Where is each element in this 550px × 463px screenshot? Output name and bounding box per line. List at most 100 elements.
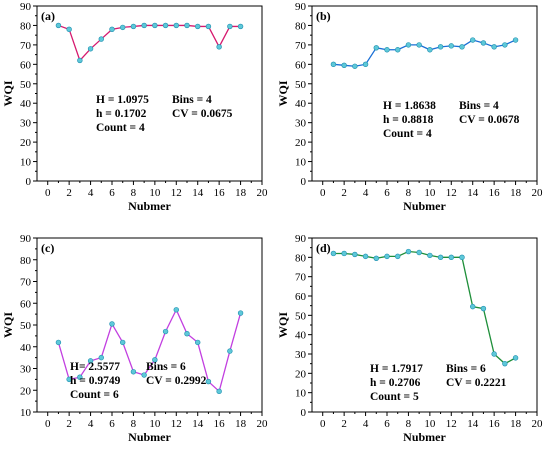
data-point	[437, 44, 444, 50]
x-tick-label: 2	[66, 418, 72, 430]
data-point	[384, 47, 390, 53]
x-tick-label: 18	[510, 187, 522, 199]
data-point	[470, 37, 476, 43]
x-tick-label: 10	[424, 187, 436, 199]
data-point	[195, 23, 201, 30]
data-point	[227, 348, 233, 354]
data-point	[184, 330, 190, 337]
data-point	[162, 328, 169, 335]
y-tick-label: 80	[295, 20, 307, 32]
y-tick-label: 0	[301, 176, 307, 188]
y-tick-label: 30	[20, 118, 32, 130]
x-tick-label: 20	[532, 418, 544, 430]
x-tick-label: 2	[66, 187, 72, 199]
y-tick-label: 80	[20, 20, 32, 32]
stat-line1b: Bins = 6	[446, 363, 486, 375]
x-tick-label: 6	[384, 187, 390, 199]
data-point	[405, 248, 412, 255]
x-axis-title: Nubmer	[128, 430, 171, 444]
x-tick-label: 16	[489, 418, 501, 430]
stat-line2b: CV = 0.2992	[146, 375, 207, 387]
chart-panel-d: 0 2 4 6 8 10 12 14 16 18 20 0 10 20 30 40 50 60 70 80 90 Nubm…	[276, 233, 544, 444]
x-tick-label: 10	[149, 418, 161, 430]
x-tick-label: 14	[467, 418, 479, 430]
x-axis-title: Nubmer	[128, 199, 171, 213]
data-point	[512, 37, 519, 43]
stat-line3: Count = 4	[96, 122, 145, 134]
data-point	[502, 42, 508, 48]
data-point	[330, 250, 337, 257]
y-tick-label: 20	[295, 137, 307, 149]
data-point	[416, 42, 422, 48]
x-tick-label: 4	[363, 187, 369, 199]
panel-label: (d)	[316, 241, 331, 255]
x-tick-label: 12	[171, 418, 182, 430]
data-point	[130, 369, 137, 375]
x-tick-label: 6	[384, 418, 390, 430]
x-tick-label: 4	[88, 418, 94, 430]
series-line	[58, 24, 241, 62]
data-point	[77, 57, 83, 64]
data-point	[427, 252, 433, 259]
data-point	[141, 22, 147, 29]
data-point	[66, 26, 72, 33]
series-line	[333, 250, 516, 365]
stat-line3: Count = 4	[383, 128, 432, 140]
y-axis-title: WQI	[276, 312, 290, 338]
data-point	[237, 23, 244, 30]
x-tick-label: 0	[320, 418, 326, 430]
data-point	[184, 22, 190, 29]
chart-panel-a: 0 2 4 6 8 10 12 14 16 18 20 0 10 20 30 40 50 60 70 80 90 Nubm…	[1, 1, 269, 213]
y-tick-label: 30	[20, 364, 32, 376]
y-tick-label: 60	[20, 298, 32, 310]
data-point	[362, 61, 369, 68]
data-point	[459, 44, 465, 50]
data-point	[109, 321, 115, 327]
y-tick-label: 40	[295, 98, 307, 110]
y-tick-label: 0	[26, 176, 32, 188]
data-point	[120, 339, 126, 346]
stat-line1b: Bins = 4	[459, 100, 499, 112]
x-axis-title: Nubmer	[403, 430, 446, 444]
x-tick-label: 10	[424, 418, 436, 430]
data-point	[491, 44, 497, 50]
stat-line1b: Bins = 4	[172, 94, 212, 106]
data-point	[502, 360, 508, 367]
x-tick-label: 8	[406, 187, 412, 199]
data-point	[437, 254, 444, 261]
data-point	[205, 23, 212, 30]
x-tick-label: 12	[171, 187, 182, 199]
data-point	[141, 372, 147, 378]
y-tick-label: 50	[20, 79, 32, 91]
y-tick-label: 50	[20, 320, 32, 332]
data-point	[373, 45, 379, 51]
y-tick-label: 80	[20, 255, 32, 267]
x-tick-label: 14	[192, 187, 204, 199]
y-tick-label: 20	[295, 368, 307, 380]
data-point	[405, 42, 412, 48]
data-point	[173, 22, 179, 29]
data-point	[352, 251, 358, 258]
chart-panel-c: 0 2 4 6 8 10 12 14 16 18 20 10 20 30 40 50 60 70 80 90 Nubme…	[1, 233, 268, 444]
x-tick-label: 10	[149, 187, 161, 199]
x-tick-label: 0	[320, 187, 326, 199]
y-tick-label: 70	[20, 40, 32, 52]
data-point	[459, 254, 465, 261]
data-point	[491, 351, 497, 357]
y-tick-label: 50	[295, 310, 307, 322]
data-point	[512, 355, 519, 361]
x-tick-label: 8	[406, 418, 412, 430]
data-point	[237, 310, 244, 316]
x-tick-label: 20	[257, 187, 269, 199]
data-point	[395, 47, 401, 53]
y-tick-label: 60	[20, 59, 32, 71]
y-tick-label: 70	[295, 40, 307, 52]
stat-line3: Count = 6	[70, 389, 119, 401]
stat-line1a: H = 1.0975	[96, 94, 149, 106]
data-point	[448, 254, 454, 261]
x-tick-label: 16	[489, 187, 501, 199]
y-axis-title: WQI	[1, 312, 15, 338]
stat-line3: Count = 5	[370, 391, 419, 403]
stat-line1a: H = 1.7917	[370, 363, 423, 375]
x-tick-label: 4	[363, 418, 369, 430]
